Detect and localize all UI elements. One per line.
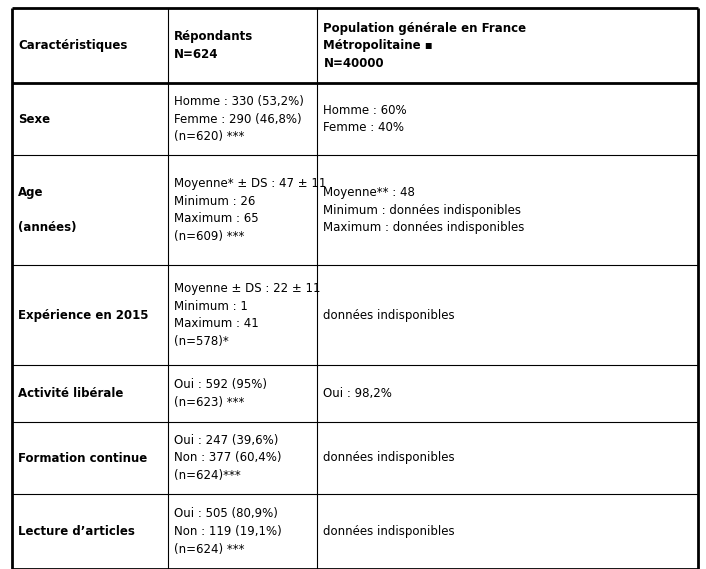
Text: Expérience en 2015: Expérience en 2015 [18,308,148,321]
Text: Moyenne** : 48
Minimum : données indisponibles
Maximum : données indisponibles: Moyenne** : 48 Minimum : données indispo… [323,186,525,234]
Text: Sexe: Sexe [18,113,50,126]
Text: Répondants
N=624: Répondants N=624 [174,30,253,61]
Text: Oui : 247 (39,6%)
Non : 377 (60,4%)
(n=624)***: Oui : 247 (39,6%) Non : 377 (60,4%) (n=6… [174,434,281,482]
Text: Formation continue: Formation continue [18,451,148,464]
Text: données indisponibles: données indisponibles [323,525,455,538]
Text: Oui : 98,2%: Oui : 98,2% [323,387,393,400]
Text: Age

(années): Age (années) [18,186,76,234]
Text: Moyenne ± DS : 22 ± 11
Minimum : 1
Maximum : 41
(n=578)*: Moyenne ± DS : 22 ± 11 Minimum : 1 Maxim… [174,282,320,348]
Text: données indisponibles: données indisponibles [323,451,455,464]
Text: Caractéristiques: Caractéristiques [18,39,127,52]
Text: données indisponibles: données indisponibles [323,308,455,321]
Text: Activité libérale: Activité libérale [18,387,124,400]
Text: Moyenne* ± DS : 47 ± 11
Minimum : 26
Maximum : 65
(n=609) ***: Moyenne* ± DS : 47 ± 11 Minimum : 26 Max… [174,178,326,243]
Text: Lecture d’articles: Lecture d’articles [18,525,135,538]
Text: Population générale en France
Métropolitaine ▪
N=40000: Population générale en France Métropolit… [323,22,527,69]
Text: Homme : 330 (53,2%)
Femme : 290 (46,8%)
(n=620) ***: Homme : 330 (53,2%) Femme : 290 (46,8%) … [174,95,304,143]
Text: Oui : 592 (95%)
(n=623) ***: Oui : 592 (95%) (n=623) *** [174,378,267,409]
Text: Oui : 505 (80,9%)
Non : 119 (19,1%)
(n=624) ***: Oui : 505 (80,9%) Non : 119 (19,1%) (n=6… [174,508,281,555]
Text: Homme : 60%
Femme : 40%: Homme : 60% Femme : 40% [323,104,407,134]
